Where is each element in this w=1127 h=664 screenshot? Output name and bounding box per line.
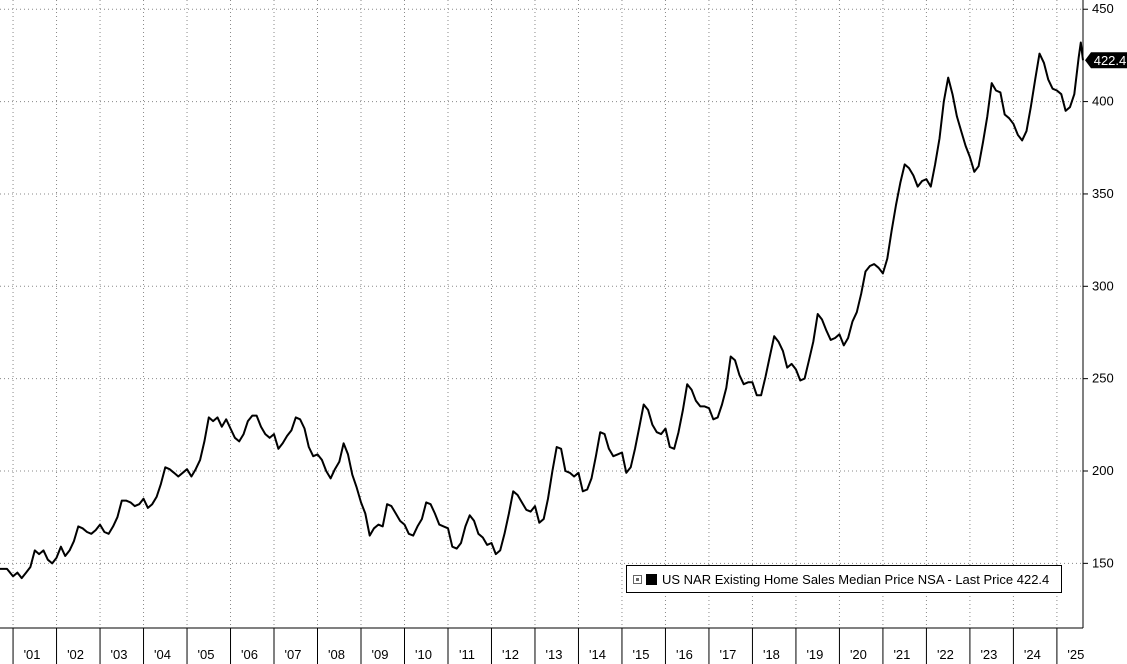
x-tick-label: '20 [850, 647, 867, 662]
legend-swatch [646, 573, 657, 585]
x-tick-label: '04 [154, 647, 171, 662]
x-tick-label: '25 [1067, 647, 1084, 662]
x-tick-label: '02 [67, 647, 84, 662]
x-tick-label: '22 [937, 647, 954, 662]
series-layer [0, 41, 1084, 580]
grid [0, 0, 1083, 628]
x-tick-label: '18 [763, 647, 780, 662]
x-tick-label: '06 [241, 647, 258, 662]
last-price-label: 422.4 [1094, 53, 1127, 68]
y-tick-label: 150 [1092, 555, 1114, 570]
x-tick-label: '09 [372, 647, 389, 662]
legend-toggle-icon[interactable] [633, 574, 642, 584]
x-tick-label: '11 [459, 647, 475, 662]
x-tick-label: '03 [111, 647, 128, 662]
x-tick-label: '21 [893, 647, 910, 662]
y-tick-label: 450 [1092, 1, 1114, 16]
x-tick-label: '05 [198, 647, 215, 662]
y-tick-label: 350 [1092, 186, 1114, 201]
series-line [0, 41, 1084, 580]
x-tick-label: '12 [502, 647, 519, 662]
x-tick-label: '19 [806, 647, 823, 662]
legend-label: US NAR Existing Home Sales Median Price … [662, 571, 1050, 587]
y-tick-label: 250 [1092, 371, 1114, 386]
x-tick-label: '16 [676, 647, 693, 662]
x-tick-label: '01 [24, 647, 41, 662]
y-tick-label: 200 [1092, 463, 1114, 478]
x-tick-label: '15 [632, 647, 649, 662]
x-tick-label: '14 [589, 647, 606, 662]
x-tick-label: '17 [719, 647, 736, 662]
last-price-marker [1085, 52, 1127, 69]
x-tick-label: '10 [415, 647, 432, 662]
axes [0, 0, 1088, 664]
x-tick-label: '08 [328, 647, 345, 662]
y-tick-label: 300 [1092, 278, 1114, 293]
x-tick-label: '23 [980, 647, 997, 662]
x-tick-label: '07 [285, 647, 302, 662]
legend[interactable]: US NAR Existing Home Sales Median Price … [626, 565, 1062, 593]
axis-labels: 150 200 250 300 350 400 450 '01 '02 '03 '04 '05 '06 '… [24, 1, 1127, 662]
x-tick-label: '24 [1024, 647, 1041, 662]
x-tick-label: '13 [545, 647, 562, 662]
y-tick-label: 400 [1092, 94, 1114, 109]
